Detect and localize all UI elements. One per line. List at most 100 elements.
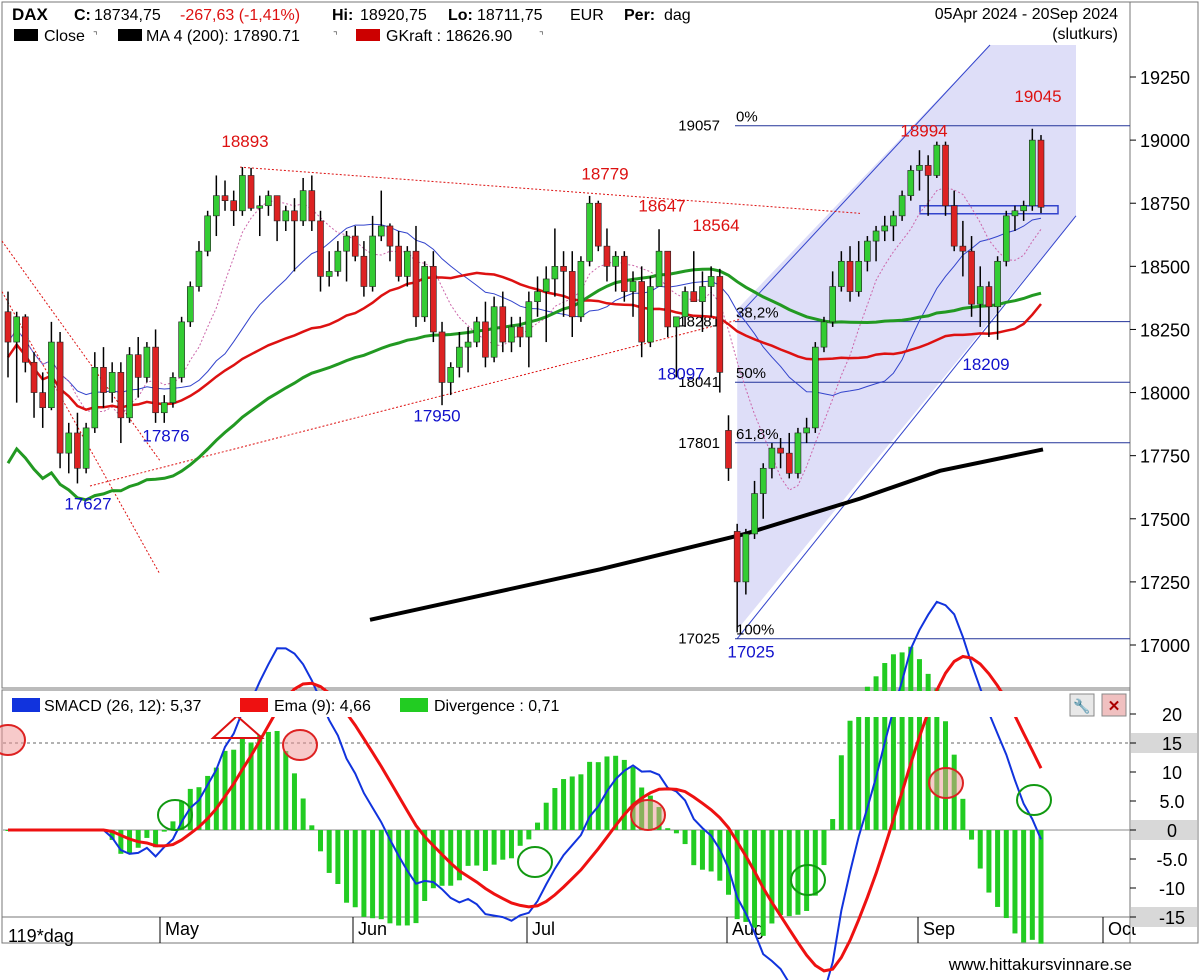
legend-close-dropdown-icon[interactable]: ⌝ [93, 31, 98, 42]
candle-up [343, 235, 350, 252]
divergence-bar [995, 830, 1001, 907]
month-label: Aug [732, 919, 764, 939]
peak-label: 17876 [142, 427, 189, 446]
buy-signal-circle [157, 799, 193, 831]
candle-down [152, 346, 159, 414]
candle-up [820, 321, 828, 348]
candle-up [186, 286, 194, 323]
ema-swatch [240, 698, 268, 712]
candle-down [438, 331, 446, 383]
divergence-bar [543, 802, 549, 830]
divergence-bar [934, 688, 940, 830]
candle-up [82, 427, 90, 469]
divergence-bar [856, 697, 862, 830]
candle-up [464, 341, 472, 348]
ma-red-line [6, 271, 1042, 412]
peak-label: 18209 [962, 355, 1009, 374]
divergence-bar [170, 821, 176, 830]
divergence-bar [587, 761, 593, 830]
candle-down [716, 276, 724, 373]
candle-up [551, 266, 559, 280]
divergence-bar [222, 750, 228, 830]
divergence-bar [109, 830, 115, 840]
date-range: 05Apr 2024 - 20Sep 2024 [935, 6, 1118, 23]
close-label: C: [74, 7, 91, 24]
legend-divergence[interactable]: Divergence : 0,71 [434, 698, 560, 715]
divergence-bar [422, 830, 428, 901]
peak-label: 19045 [1014, 87, 1061, 106]
ma-green-line [6, 267, 1042, 502]
candle-up [577, 260, 585, 318]
candle-down [39, 392, 47, 409]
divergence-bar [205, 775, 211, 830]
legend-gkraft[interactable]: GKraft : 18626.90 [386, 28, 512, 45]
divergence-bar [326, 830, 332, 873]
divergence-bar [916, 659, 922, 830]
legend-ema[interactable]: Ema (9): 4,66 [274, 698, 371, 715]
divergence-bar [196, 787, 202, 830]
channel-lower-line [736, 215, 1077, 640]
candle-up [1002, 215, 1010, 262]
candle-down [74, 432, 81, 469]
legend-gkraft-dropdown-icon[interactable]: ⌝ [539, 31, 544, 42]
candle-up [299, 190, 307, 222]
divergence-bar [691, 830, 697, 866]
candle-down [924, 165, 932, 176]
peak-label: 18647 [638, 197, 685, 216]
divergence-bar [378, 830, 384, 920]
divergence-bar [517, 830, 523, 846]
month-label: Sep [923, 919, 955, 939]
candle-up [534, 291, 541, 302]
candle-down [690, 291, 698, 302]
candle-down [273, 195, 281, 222]
legend-smacd[interactable]: SMACD (26, 12): 5,37 [44, 698, 202, 715]
divergence-bar [482, 830, 488, 871]
candle-down [230, 200, 237, 212]
divergence-bar [526, 830, 532, 840]
divergence-bar [630, 766, 636, 830]
candle-up [1029, 139, 1036, 207]
sell-signal-circle [0, 724, 26, 756]
candle-up [673, 316, 680, 328]
sell-signal-circle [630, 799, 666, 831]
legend-ma[interactable]: MA 4 (200): 17890.71 [146, 28, 300, 45]
candle-up [655, 250, 663, 287]
candle-up [334, 250, 342, 272]
candle-up [890, 215, 897, 227]
price-tick-label: 18000 [1140, 384, 1190, 404]
low-value: 18711,75 [477, 7, 543, 24]
candle-up [265, 195, 272, 207]
peak-label: 17950 [413, 407, 460, 426]
candle-up [325, 271, 333, 277]
candle-down [603, 245, 611, 267]
divergence-bar [682, 830, 688, 845]
divergence-bar [760, 830, 766, 936]
divergence-bar [613, 755, 619, 830]
macd-tick-highlight [1131, 733, 1197, 753]
candle-down [22, 316, 29, 363]
divergence-bar [404, 830, 410, 926]
divergence-bar [1021, 830, 1027, 943]
site-url[interactable]: www.hittakursvinnare.se [948, 955, 1132, 974]
candle-up [525, 301, 533, 338]
candle-down [1037, 139, 1045, 208]
candle-down [785, 452, 793, 474]
peak-label: 18564 [692, 216, 739, 235]
candle-up [447, 367, 455, 383]
month-label: Jun [358, 919, 387, 939]
candle-down [412, 250, 420, 318]
price-tick-label: 17000 [1140, 636, 1190, 656]
macd-tick-label: 20 [1162, 705, 1182, 725]
close-panel-button[interactable]: ✕ [1101, 693, 1127, 717]
legend-ma-dropdown-icon[interactable]: ⌝ [333, 31, 338, 42]
divergence-bar [239, 737, 245, 830]
buy-signal-circle [517, 846, 553, 878]
divergence-bar [725, 830, 731, 895]
divergence-bar [300, 798, 306, 830]
candle-down [247, 175, 255, 209]
candle-down [725, 430, 732, 469]
candle-up [864, 240, 871, 262]
legend-close[interactable]: Close [44, 28, 85, 45]
divergence-bar [413, 830, 419, 924]
settings-button[interactable]: 🔧 [1069, 693, 1095, 717]
